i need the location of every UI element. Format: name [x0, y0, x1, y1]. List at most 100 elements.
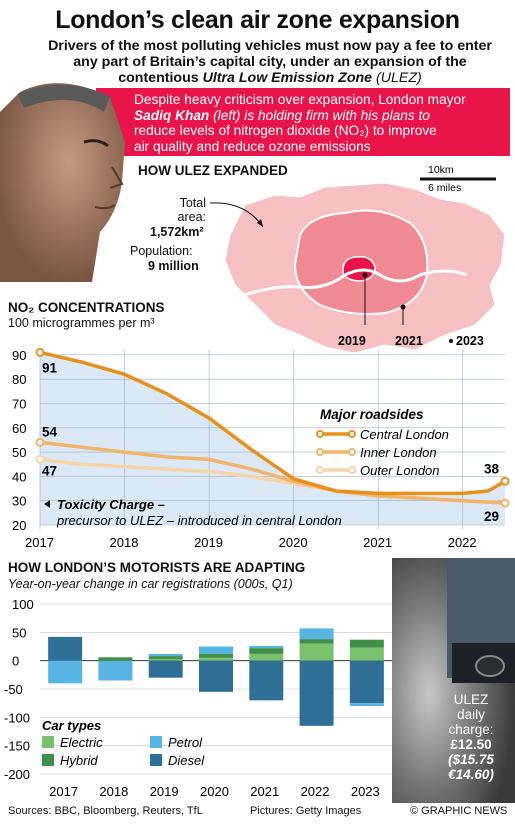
x-tick-2021: 2021: [363, 535, 392, 550]
intro-line-3b: Ultra Low Emission Zone: [202, 70, 373, 86]
bar-2021-petrol: [249, 645, 284, 649]
bar-legend-swatch: [150, 736, 162, 748]
total-area-label: Total area:: [172, 196, 207, 224]
bar-2017-petrol: [48, 660, 83, 684]
bar-x-tick-2019: 2019: [150, 784, 179, 799]
bar-2020-electric: [199, 657, 233, 661]
bar-2020-diesel: [199, 660, 233, 692]
bar-y-tick--200: -200: [4, 767, 30, 782]
motorists-heading: HOW LONDON’S MOTORISTS ARE ADAPTING: [8, 560, 306, 575]
bar-x-tick-2018: 2018: [99, 784, 128, 799]
callout-text: Despite heavy criticism over expansion, …: [134, 92, 510, 154]
bar-y-tick-50: 50: [12, 625, 26, 640]
label-2019: 2019: [338, 334, 366, 348]
data-label: 91: [42, 360, 58, 375]
bar-2019-electric: [148, 658, 183, 661]
london-map: 2019 2021 2023: [209, 182, 506, 354]
x-tick-2017: 2017: [25, 535, 54, 550]
footer-credit: © GRAPHIC NEWS: [410, 805, 508, 817]
y-tick-20: 20: [12, 518, 26, 533]
bar-legend-label: Diesel: [168, 753, 205, 768]
river-thames: [244, 268, 468, 297]
intro-line-3a: contentious: [118, 70, 199, 86]
bar-legend-title: Car types: [42, 718, 101, 733]
legend-label: Outer London: [360, 463, 440, 478]
start-marker: [35, 454, 45, 464]
legend-label: Central London: [360, 427, 449, 442]
map-heading: HOW ULEZ EXPANDED: [138, 163, 288, 178]
y-tick-60: 60: [12, 421, 26, 436]
bar-x-tick-2017: 2017: [49, 784, 78, 799]
bar-2020-petrol: [199, 646, 233, 654]
end-marker: [500, 498, 510, 508]
legend-marker-end: [348, 430, 356, 438]
intro-line-1: Drivers of the most polluting vehicles m…: [48, 38, 492, 54]
y-tick-50: 50: [12, 445, 26, 460]
bar-2022-electric: [299, 643, 334, 661]
bar-2019-diesel: [148, 660, 183, 678]
exhaust-photo: [392, 558, 515, 803]
legend-marker-end: [348, 466, 356, 474]
bar-legend-swatch: [150, 754, 162, 766]
y-tick-30: 30: [12, 494, 26, 509]
map-arrow-head: [257, 219, 263, 227]
bar-2023-hybrid: [349, 639, 384, 642]
bar-y-tick--50: -50: [4, 682, 23, 697]
charge-line-3: charge:: [448, 722, 494, 737]
data-label: 29: [484, 509, 499, 524]
legend-marker-start: [316, 466, 324, 474]
charge-line-2: daily: [457, 707, 485, 722]
charge-line-1: ULEZ: [453, 692, 489, 707]
total-label-2: area:: [177, 210, 207, 224]
footer-sources: Sources: BBC, Bloomberg, Reuters, TfL: [8, 805, 203, 817]
bar-2017-diesel: [48, 636, 83, 661]
bar-2023-diesel: [349, 660, 384, 704]
label-2021: 2021: [395, 334, 423, 348]
bar-y-tick--100: -100: [4, 710, 30, 725]
bar-2018-hybrid: [98, 657, 133, 661]
intro-line-2: any part of Britain’s capital city, unde…: [73, 54, 467, 70]
bar-2022-petrol: [299, 628, 334, 640]
legend-label: Inner London: [360, 445, 437, 460]
bar-2023-electric: [349, 647, 384, 661]
bar-legend-label: Petrol: [168, 735, 203, 750]
callout-line-3: reduce levels of nitrogen dioxide (NO₂) …: [134, 123, 437, 138]
bar-x-tick-2021: 2021: [250, 784, 279, 799]
no2-unit: 100 microgrammes per m³: [8, 316, 155, 330]
pointer-2021-dot: [400, 304, 406, 310]
bar-2019-petrol: [148, 653, 183, 657]
bar-legend-label: Hybrid: [60, 753, 98, 768]
population-value: 9 million: [148, 259, 199, 273]
callout-line-4: air quality and reduce ozone emissions: [134, 138, 371, 154]
pointer-2023-dot: [449, 339, 453, 343]
registrations-bar-chart: 100 50 0 -50 -100 -150 -200 2017 2018 2019 2020 202…: [4, 597, 392, 799]
bar-2020-hybrid: [199, 653, 233, 658]
y-tick-80: 80: [12, 372, 26, 387]
callout-line-1: Despite heavy criticism over expansion, …: [134, 92, 466, 107]
scale-miles: 6 miles: [428, 182, 461, 193]
charge-label: ULEZ daily charge: £12.50 ($15.75 €14.60…: [438, 692, 504, 782]
bar-y-tick-100: 100: [12, 597, 34, 612]
bar-2021-diesel: [249, 660, 284, 701]
x-tick-2020: 2020: [279, 535, 308, 550]
bar-2023-hybrid: [349, 641, 384, 648]
legend-marker-end: [348, 448, 356, 456]
no2-heading: NO₂ CONCENTRATIONS: [8, 300, 165, 315]
callout-line-2: (left) is holding firm with his plans to: [213, 107, 430, 123]
y-tick-70: 70: [12, 396, 26, 411]
end-marker: [500, 476, 510, 486]
data-label: 47: [42, 463, 57, 478]
scale-km: 10km: [428, 164, 454, 176]
bar-2021-hybrid: [249, 648, 284, 654]
footer-pictures: Pictures: Getty Images: [250, 805, 362, 817]
y-tick-40: 40: [12, 469, 26, 484]
data-label: 54: [42, 424, 58, 439]
bar-2021-electric: [249, 653, 284, 661]
x-tick-2019: 2019: [194, 535, 223, 550]
legend-marker-start: [316, 430, 324, 438]
bar-x-tick-2022: 2022: [301, 784, 330, 799]
charge-usd: ($15.75: [448, 752, 494, 767]
bar-y-tick--150: -150: [4, 739, 30, 754]
start-marker: [35, 347, 45, 357]
bar-legend-swatch: [42, 736, 54, 748]
